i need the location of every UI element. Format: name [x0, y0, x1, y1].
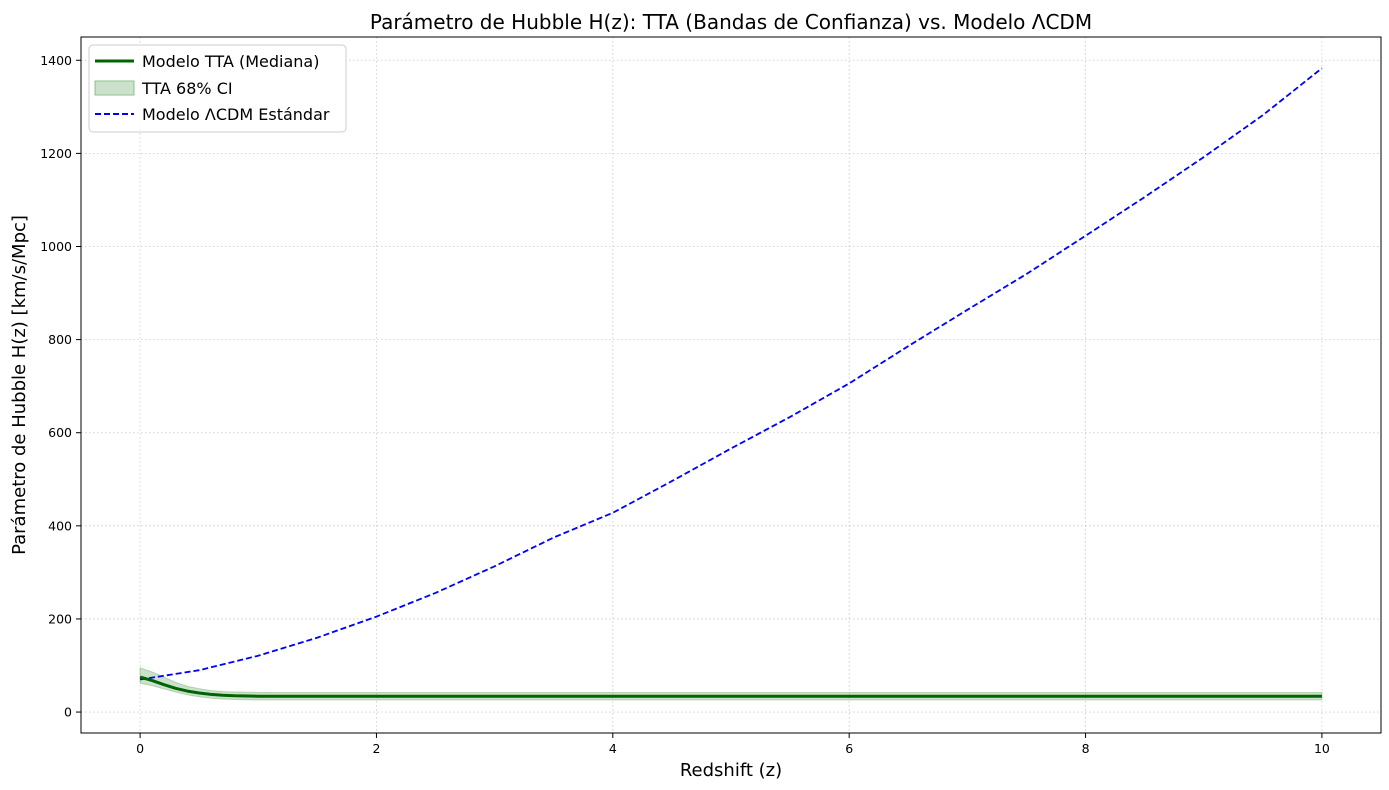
x-tick-label: 6 — [845, 741, 853, 756]
legend-swatch-tta-ci — [94, 80, 135, 96]
tta-median-line — [139, 675, 1322, 698]
plot-frame — [80, 36, 1382, 734]
legend-box — [88, 44, 347, 133]
x-axis-label: Redshift (z) — [680, 760, 782, 781]
y-tick-label: 400 — [48, 518, 72, 533]
legend-label-lcdm: Modelo ΛCDM Estándar — [142, 105, 330, 124]
x-tick-label: 10 — [1314, 741, 1330, 756]
y-tick-label: 200 — [48, 611, 72, 626]
grid-lines — [81, 37, 1381, 733]
legend: Modelo TTA (Mediana) TTA 68% CI Modelo Λ… — [88, 44, 347, 133]
y-axis-label: Parámetro de Hubble H(z) [km/s/Mpc] — [9, 215, 30, 555]
y-axis-ticks: 0 200 400 600 800 1000 1200 1400 — [40, 53, 81, 720]
y-tick-label: 600 — [48, 425, 72, 440]
y-tick-label: 1200 — [40, 146, 72, 161]
x-tick-label: 4 — [609, 741, 617, 756]
x-tick-label: 0 — [136, 741, 144, 756]
x-tick-label: 8 — [1082, 741, 1090, 756]
y-tick-label: 1400 — [40, 53, 72, 68]
x-tick-label: 2 — [372, 741, 380, 756]
x-axis-ticks: 0 2 4 6 8 10 — [136, 733, 1330, 756]
series-layer — [139, 67, 1323, 698]
chart-title: Parámetro de Hubble H(z): TTA (Bandas de… — [370, 10, 1092, 34]
legend-label-tta-ci: TTA 68% CI — [141, 79, 233, 98]
y-tick-label: 800 — [48, 332, 72, 347]
legend-label-tta-median: Modelo TTA (Mediana) — [142, 52, 319, 71]
y-tick-label: 1000 — [40, 239, 72, 254]
y-tick-label: 0 — [64, 705, 72, 720]
lcdm-line — [139, 67, 1323, 681]
